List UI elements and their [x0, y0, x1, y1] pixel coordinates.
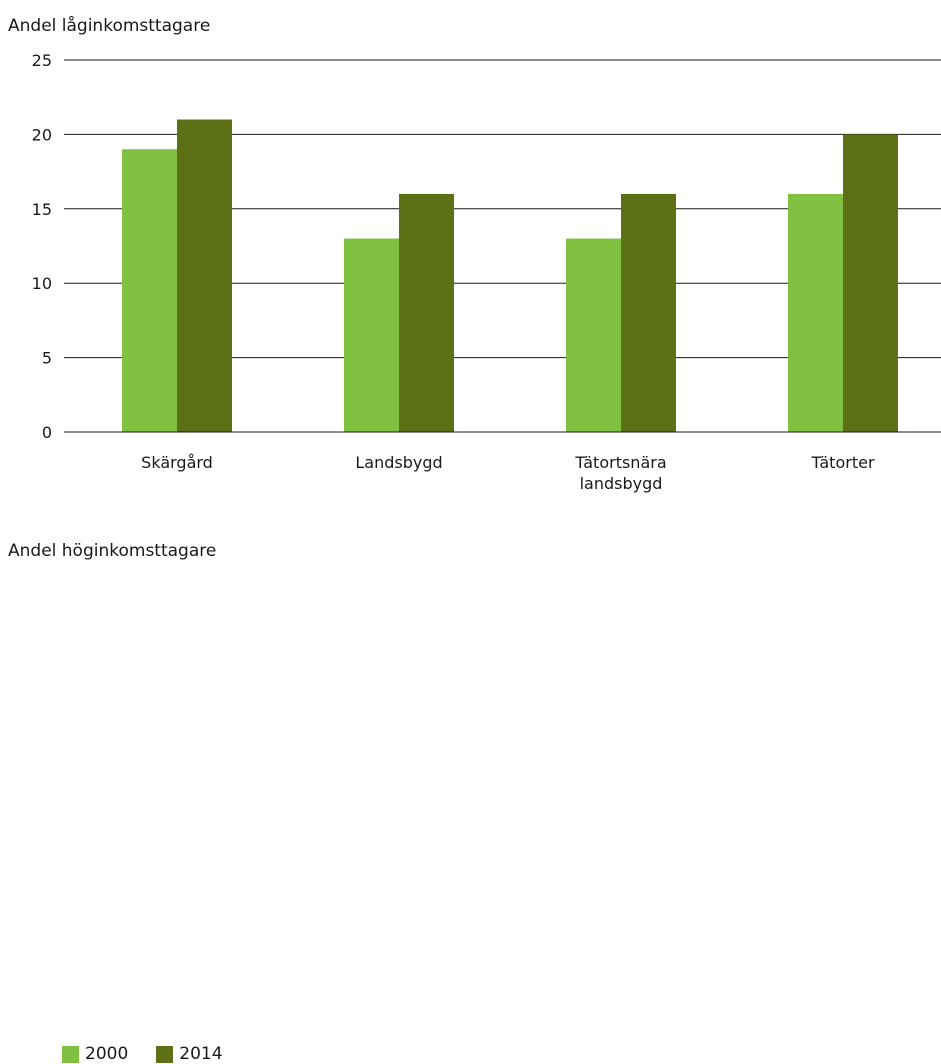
chart-low-income: 0 5 10 15 20 25 Skärgård Landsbygd Tätortsnära la…: [32, 51, 941, 493]
category-label: Skärgård: [141, 453, 213, 472]
chart-high-income: 0510152025303540SkärgårdLandsbygdTätorts…: [0, 0, 941, 545]
y-tick-label: 0: [42, 423, 52, 442]
y-tick-label: 20: [32, 125, 52, 144]
bar-2000-3: [566, 238, 621, 432]
legend-item-2014: 2014: [156, 1044, 223, 1064]
legend: 2000 2014: [62, 1044, 251, 1064]
category-label: Tätortsnära: [574, 453, 666, 472]
y-tick-label: 15: [32, 200, 52, 219]
category-label: landsbygd: [580, 474, 663, 493]
chart-title-low-income: Andel låginkomsttagare: [8, 16, 211, 36]
category-label: Landsbygd: [355, 453, 442, 472]
y-tick-label: 10: [32, 274, 52, 293]
legend-label-2000: 2000: [85, 1044, 129, 1064]
category-label: Tätorter: [810, 453, 874, 472]
legend-label-2014: 2014: [179, 1044, 223, 1064]
bar-2000-1: [122, 149, 177, 432]
chart-title-high-income: Andel höginkomsttagare: [8, 541, 217, 561]
bar-2014-4: [843, 134, 898, 432]
y-tick-label: 25: [32, 51, 52, 70]
bar-2014-1: [177, 119, 232, 433]
legend-swatch-2000: [62, 1045, 79, 1063]
legend-swatch-2014: [156, 1045, 174, 1063]
bar-2000-2: [344, 238, 399, 432]
bar-2014-3: [621, 193, 676, 432]
bar-2014-2: [399, 193, 454, 432]
bar-2000-4: [788, 193, 843, 432]
y-tick-label: 5: [42, 349, 52, 368]
legend-item-2000: 2000: [62, 1044, 128, 1064]
